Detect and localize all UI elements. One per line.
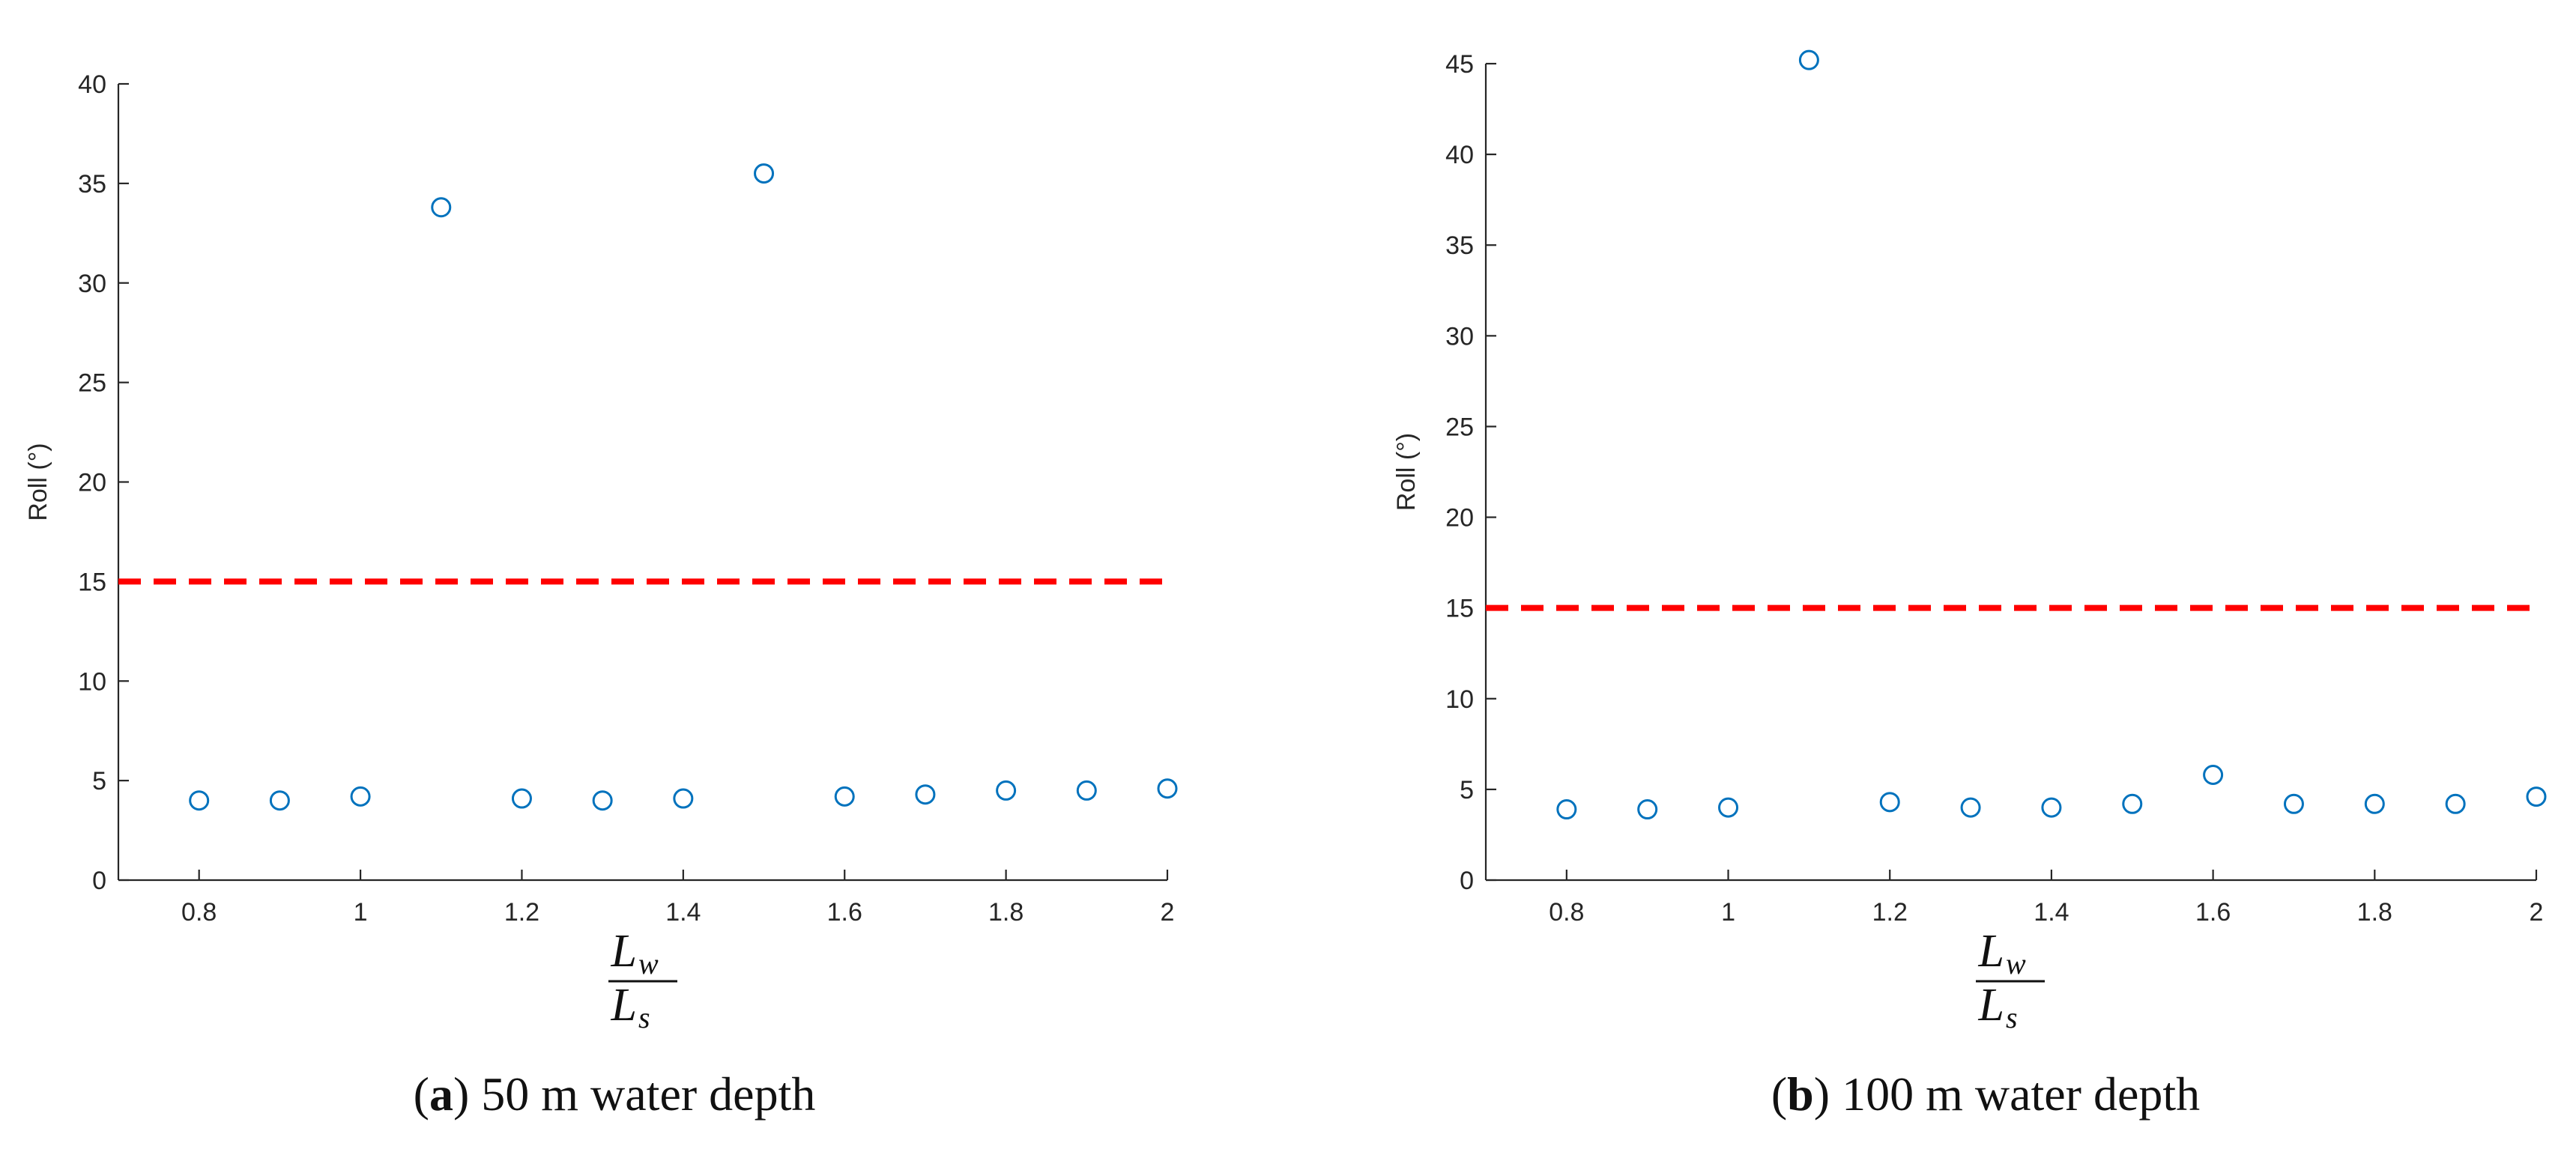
data-point: [2283, 793, 2304, 814]
x-tick-label: 1.6: [827, 898, 862, 927]
x-tick-label: 1.2: [504, 898, 539, 927]
data-point: [2364, 793, 2385, 814]
data-point: [511, 788, 532, 809]
figure-caption: (b) 100 m water depth: [1771, 1067, 2200, 1121]
figure-caption: (a) 50 m water depth: [414, 1067, 816, 1121]
y-tick-label: 15: [1445, 595, 1474, 623]
caption-letter: a: [429, 1067, 453, 1121]
y-tick-label: 5: [92, 767, 106, 795]
caption-text: 50 m water depth: [481, 1067, 815, 1121]
data-point: [834, 786, 855, 807]
chart-panel-a: 0 5 10 15 20 25 30 35 40 0.8 1 1.2 1.4 1.6 1.8 2 Roll (°…: [24, 70, 1178, 1121]
data-point: [915, 784, 936, 805]
y-axis-label: Roll (°): [24, 443, 52, 521]
x-tick-label: 1.8: [988, 898, 1024, 927]
caption-text: 100 m water depth: [1842, 1067, 2200, 1121]
x-tick-label: 0.8: [1549, 898, 1584, 927]
x-tick-label: 0.8: [181, 898, 217, 927]
x-tick-label: 2: [1161, 898, 1175, 927]
y-tick-label: 35: [78, 170, 106, 198]
x-tick-label: 1.2: [1872, 898, 1908, 927]
x-tick-label: 1.4: [665, 898, 701, 927]
chart-panel-b: 0 5 10 15 20 25 30 35 40 45 0.8 1 1.2 1.4 1.6 1.8 2 Roll …: [1392, 49, 2547, 1121]
x-label-numerator: L: [1978, 926, 2004, 977]
data-point: [189, 790, 210, 811]
x-label-numerator-sub: w: [2006, 947, 2026, 980]
data-point: [1076, 780, 1097, 801]
x-label-numerator: L: [611, 926, 637, 977]
x-label-denominator-sub: s: [2006, 1001, 2018, 1034]
data-point: [754, 163, 775, 184]
data-point: [1718, 797, 1739, 818]
data-point: [269, 790, 290, 811]
data-point: [2526, 786, 2547, 807]
y-tick-label: 10: [78, 667, 106, 696]
y-tick-label: 5: [1460, 776, 1474, 804]
x-tick-label: 1: [354, 898, 368, 927]
y-tick-label: 0: [1460, 867, 1474, 895]
data-point: [1879, 792, 1900, 813]
y-tick-label: 30: [1445, 322, 1474, 351]
x-tick-label: 1.4: [2034, 898, 2069, 927]
y-tick-label: 25: [78, 369, 106, 398]
y-tick-label: 20: [78, 469, 106, 497]
data-point: [350, 786, 371, 807]
data-point: [1157, 778, 1178, 799]
x-label-denominator: L: [611, 980, 637, 1031]
x-tick-label: 1.6: [2195, 898, 2231, 927]
x-tick-label: 2: [2530, 898, 2544, 927]
y-tick-label: 30: [78, 270, 106, 298]
data-point: [592, 790, 613, 811]
caption-letter: b: [1787, 1067, 1814, 1121]
y-tick-label: 20: [1445, 504, 1474, 533]
x-label-denominator-sub: s: [638, 1001, 650, 1034]
data-point: [431, 197, 452, 218]
data-point: [996, 780, 1017, 801]
data-point: [1798, 49, 1819, 70]
y-axis-label: Roll (°): [1392, 433, 1421, 511]
y-tick-label: 40: [78, 70, 106, 99]
x-label-denominator: L: [1978, 980, 2004, 1031]
y-tick-label: 40: [1445, 141, 1474, 169]
data-point: [2041, 797, 2062, 818]
x-tick-label: 1.8: [2357, 898, 2392, 927]
data-point: [1556, 799, 1577, 820]
x-tick-label: 1: [1721, 898, 1735, 927]
y-tick-label: 45: [1445, 50, 1474, 79]
data-point: [2122, 793, 2143, 814]
data-point: [673, 788, 694, 809]
x-label-numerator-sub: w: [638, 947, 659, 980]
data-point: [2445, 793, 2466, 814]
y-tick-label: 15: [78, 568, 106, 596]
data-point: [2203, 765, 2224, 786]
y-tick-label: 10: [1445, 685, 1474, 714]
y-tick-label: 0: [92, 867, 106, 895]
y-tick-label: 35: [1445, 231, 1474, 260]
y-tick-label: 25: [1445, 413, 1474, 441]
data-point: [1960, 797, 1981, 818]
data-point: [1637, 799, 1658, 820]
